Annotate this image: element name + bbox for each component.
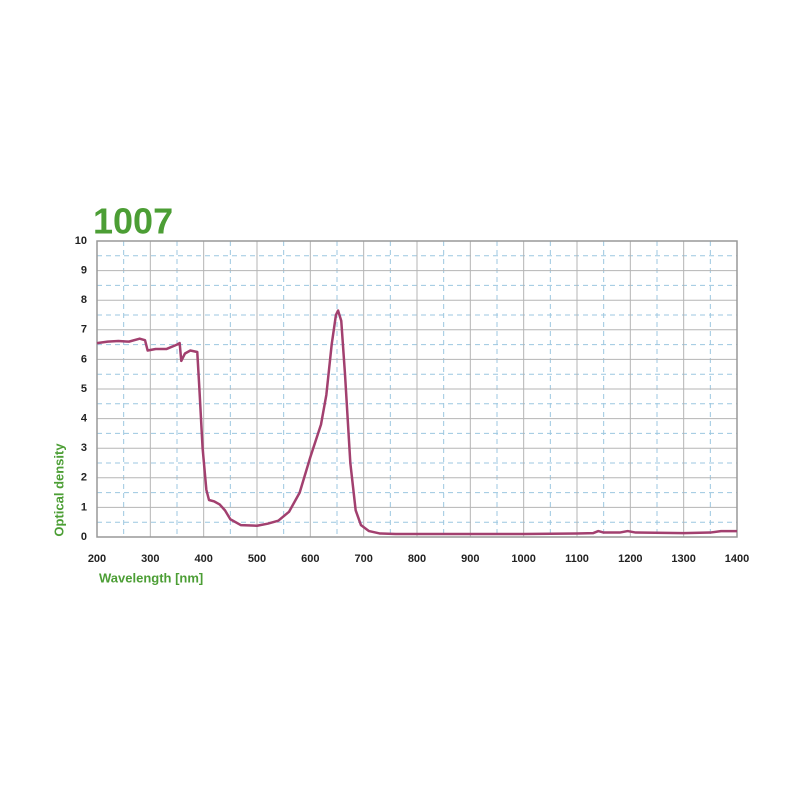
y-tick-label: 4 <box>81 413 88 425</box>
x-tick-label: 500 <box>248 553 266 565</box>
data-line <box>96 309 737 536</box>
x-tick-label: 200 <box>88 553 106 565</box>
chart-title: 1007 <box>93 201 173 242</box>
y-tick-label: 5 <box>81 383 87 395</box>
y-tick-label: 1 <box>81 501 87 513</box>
y-tick-label: 10 <box>75 235 87 247</box>
x-tick-label: 1100 <box>565 553 589 565</box>
x-tick-label: 800 <box>408 553 426 565</box>
y-axis-label: Optical density <box>51 443 66 537</box>
x-tick-label: 1300 <box>671 553 695 565</box>
y-tick-label: 7 <box>81 324 87 336</box>
x-tick-label: 1000 <box>511 553 535 565</box>
x-tick-label: 300 <box>141 553 159 565</box>
plot-frame <box>96 240 738 538</box>
x-tick-label: 900 <box>461 553 479 565</box>
x-tick-label: 1400 <box>725 553 749 565</box>
y-tick-label: 2 <box>81 472 87 484</box>
x-tick-label: 400 <box>194 553 212 565</box>
y-tick-label: 3 <box>81 442 87 454</box>
x-tick-label: 600 <box>301 553 319 565</box>
x-axis-label: Wavelength [nm] <box>99 570 203 585</box>
x-tick-label: 1200 <box>618 553 642 565</box>
y-tick-label: 0 <box>81 531 87 543</box>
y-tick-label: 6 <box>81 353 87 365</box>
y-tick-label: 9 <box>81 265 87 277</box>
x-tick-label: 700 <box>354 553 372 565</box>
y-tick-label: 8 <box>81 294 87 306</box>
